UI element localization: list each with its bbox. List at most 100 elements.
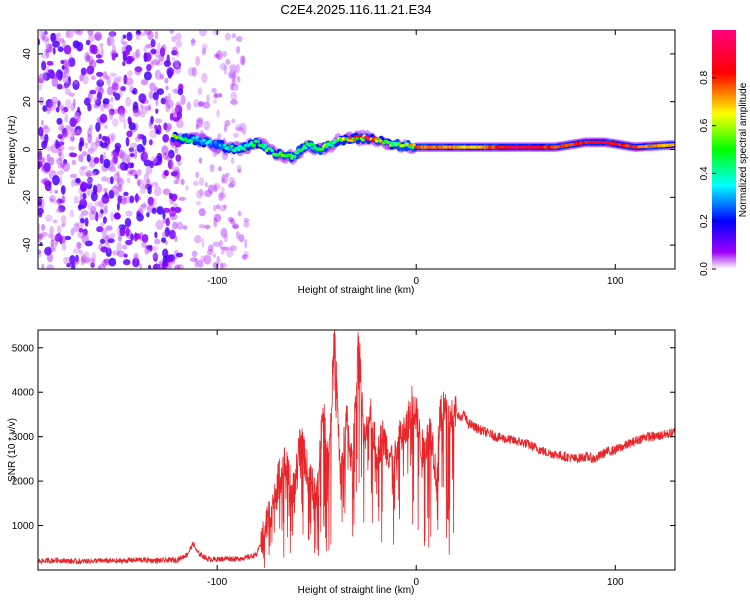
noise-blob <box>41 36 50 42</box>
noise-blob <box>198 208 206 217</box>
spectrogram-y-tick-label: 40 <box>22 48 33 60</box>
noise-blob <box>231 118 236 124</box>
noise-blob <box>56 143 61 148</box>
noise-blob <box>63 133 69 139</box>
noise-blob <box>45 43 53 53</box>
noise-blob <box>51 77 59 87</box>
noise-blob <box>175 32 182 41</box>
noise-blob <box>61 221 67 226</box>
noise-blob <box>47 233 53 239</box>
noise-blob <box>54 189 59 194</box>
noise-blob <box>101 234 110 240</box>
noise-blob <box>76 41 84 52</box>
noise-blob <box>220 227 228 238</box>
spectrogram-x-tick-label: 100 <box>607 276 624 287</box>
noise-blob <box>90 191 98 202</box>
noise-blob <box>196 117 204 124</box>
colorbar-tick-label: 0.4 <box>699 166 710 180</box>
noise-blob <box>126 70 133 77</box>
noise-blob <box>111 44 116 55</box>
noise-blob <box>132 108 141 118</box>
noise-blob <box>218 166 222 172</box>
snr-series-line <box>38 330 675 568</box>
noise-blob <box>132 257 140 268</box>
noise-blob <box>135 33 141 41</box>
noise-blob <box>119 226 126 237</box>
noise-blob <box>87 92 93 102</box>
noise-blob <box>108 32 116 37</box>
noise-blob <box>83 257 91 264</box>
noise-blob <box>81 210 89 216</box>
noise-blob <box>125 227 130 237</box>
noise-blob <box>111 185 119 194</box>
ridge-core <box>202 138 206 142</box>
noise-blob <box>111 52 116 61</box>
noise-blob <box>241 254 249 260</box>
noise-blob <box>102 98 110 105</box>
noise-blob <box>196 118 204 128</box>
noise-blob <box>94 140 102 147</box>
noise-blob <box>84 52 90 63</box>
noise-blob <box>110 176 114 185</box>
noise-blob <box>168 210 176 217</box>
noise-blob <box>154 238 161 245</box>
noise-blob <box>38 249 42 255</box>
noise-blob <box>70 227 75 236</box>
noise-blob <box>207 184 215 194</box>
noise-blob <box>93 102 101 109</box>
noise-blob <box>64 88 71 95</box>
noise-blob <box>151 245 159 252</box>
noise-blob <box>111 82 120 91</box>
noise-blob <box>243 217 250 223</box>
noise-blob <box>56 170 64 176</box>
noise-blob <box>122 34 127 39</box>
noise-blob <box>80 165 88 170</box>
noise-blob <box>126 154 131 165</box>
noise-blob <box>57 163 65 169</box>
signal-ridge <box>169 129 675 165</box>
noise-blob <box>78 249 83 256</box>
noise-blob <box>58 151 64 162</box>
ridge-core <box>295 151 300 155</box>
noise-blob <box>142 183 148 190</box>
noise-blob <box>154 231 158 239</box>
spectrogram-y-tick-label: -20 <box>22 190 33 205</box>
noise-blob <box>78 154 84 163</box>
spectrogram-y-label: Frequency (Hz) <box>7 116 18 185</box>
noise-blob <box>167 259 172 269</box>
ridge-core <box>361 138 365 142</box>
noise-blob <box>56 157 63 165</box>
noise-blob <box>70 173 78 179</box>
noise-blob <box>129 169 137 177</box>
noise-blob <box>57 197 62 207</box>
noise-blob <box>51 96 58 105</box>
noise-blob <box>129 153 135 158</box>
noise-blob <box>152 58 161 66</box>
noise-blob <box>69 132 75 143</box>
noise-blob <box>116 202 120 211</box>
noise-blob <box>219 192 227 199</box>
noise-blob <box>216 204 221 210</box>
noise-blob <box>171 88 178 94</box>
noise-blob <box>230 91 237 101</box>
noise-blob <box>232 224 239 229</box>
noise-blob <box>142 135 147 146</box>
noise-blob <box>101 194 110 204</box>
noise-blob <box>52 40 60 48</box>
noise-blob <box>113 212 121 220</box>
noise-blob <box>109 110 114 120</box>
noise-blob <box>228 216 234 223</box>
noise-blob <box>156 88 164 95</box>
spectrogram-y-tick-label: -40 <box>22 237 33 252</box>
ridge-core <box>370 139 375 143</box>
ridge-core <box>365 134 369 139</box>
noise-blob <box>203 254 212 265</box>
noise-blob <box>50 239 54 247</box>
ridge-core <box>288 153 293 157</box>
colorbar-tick-label: 0.0 <box>699 262 710 276</box>
noise-blob <box>164 171 168 177</box>
ridge-core <box>388 143 393 147</box>
noise-blob <box>135 30 141 36</box>
noise-blob <box>132 101 139 110</box>
